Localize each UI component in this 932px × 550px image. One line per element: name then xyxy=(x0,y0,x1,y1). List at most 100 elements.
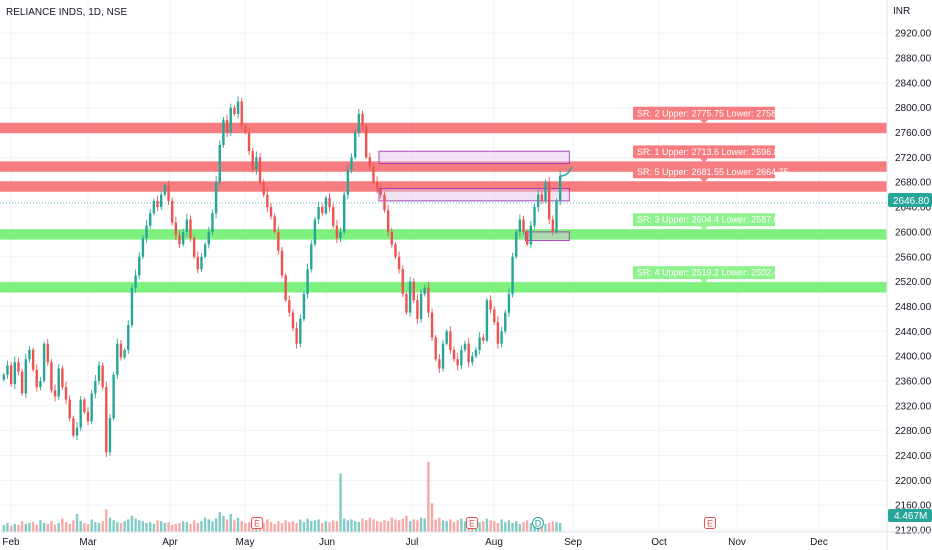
candle-body xyxy=(375,182,379,189)
candle-body xyxy=(295,328,298,344)
candle-body xyxy=(97,365,101,381)
candle-body xyxy=(467,343,470,363)
volume-bar xyxy=(496,523,500,532)
candle-body xyxy=(500,331,503,344)
volume-bar xyxy=(383,520,386,532)
y-tick-label: 2280.00 xyxy=(895,426,932,437)
volume-bar xyxy=(233,520,236,532)
candle-body xyxy=(163,185,167,195)
candle-body xyxy=(2,374,6,380)
candle-body xyxy=(20,371,24,394)
candle-body xyxy=(419,294,423,319)
sr-zone-band xyxy=(0,229,887,240)
volume-bar xyxy=(57,523,60,532)
candle-body xyxy=(474,349,478,357)
candle-body xyxy=(269,207,273,217)
y-tick-label: 2840.00 xyxy=(895,78,932,89)
volume-bar xyxy=(273,523,276,532)
candle-body xyxy=(313,219,317,245)
candle-body xyxy=(485,300,489,341)
sr-zone-band xyxy=(0,282,887,293)
candle-body xyxy=(357,113,361,133)
volume-bar xyxy=(280,523,284,532)
volume-value-text: 4.467M xyxy=(894,511,927,522)
candle-body xyxy=(225,120,229,133)
candle-body xyxy=(302,294,306,319)
candle-body xyxy=(291,312,295,329)
volume-bar xyxy=(386,521,390,532)
candle-body xyxy=(240,101,243,127)
volume-bar xyxy=(507,520,511,532)
earnings-marker[interactable]: E xyxy=(704,517,716,529)
volume-bar xyxy=(460,518,463,532)
candle-body xyxy=(555,200,558,232)
candle-body xyxy=(61,368,64,388)
volume-bar xyxy=(434,519,437,532)
candle-body xyxy=(386,210,390,232)
candle-body xyxy=(174,222,178,236)
volume-bar xyxy=(500,519,503,532)
volume-bar xyxy=(116,522,119,532)
volume-bar xyxy=(64,522,68,532)
volume-bar xyxy=(401,518,404,532)
volume-bar xyxy=(181,521,185,532)
x-tick-label: Apr xyxy=(162,537,178,548)
candle-body xyxy=(350,157,353,170)
dividend-marker[interactable]: D xyxy=(532,517,544,529)
volume-bar xyxy=(375,521,379,532)
earnings-marker[interactable]: E xyxy=(466,517,478,529)
volume-bar xyxy=(504,522,507,532)
sr-zone-band xyxy=(0,122,887,134)
candle-body xyxy=(127,325,130,350)
volume-bar xyxy=(277,521,280,532)
candle-body xyxy=(152,200,156,214)
volume-bar xyxy=(178,523,181,532)
candle-body xyxy=(189,219,192,239)
volume-bar xyxy=(130,515,134,532)
candle-body xyxy=(445,331,448,344)
candle-body xyxy=(262,182,265,195)
candle-body xyxy=(229,107,232,133)
volume-bar xyxy=(240,521,243,532)
candle-body xyxy=(218,144,221,183)
y-tick-label: 2520.00 xyxy=(895,277,932,288)
volume-bar xyxy=(489,520,492,532)
volume-bar xyxy=(189,523,192,532)
range-box xyxy=(524,231,570,242)
candle-body xyxy=(86,412,90,422)
volume-bar xyxy=(394,519,397,532)
candle-body xyxy=(551,219,555,232)
volume-bar xyxy=(28,523,31,532)
volume-bar xyxy=(20,521,24,532)
volume-bar xyxy=(138,520,141,532)
volume-bar xyxy=(379,522,383,532)
candle-body xyxy=(544,182,547,201)
candle-body xyxy=(310,244,313,270)
volume-bar xyxy=(6,523,9,532)
x-tick-label: Aug xyxy=(485,537,503,548)
earnings-marker[interactable]: E xyxy=(251,517,263,529)
candle-body xyxy=(317,207,320,220)
candle-body xyxy=(397,256,401,270)
candle-body xyxy=(119,343,123,358)
volume-bar xyxy=(427,461,430,532)
candle-body xyxy=(68,399,71,419)
volume-bar xyxy=(544,523,547,532)
candle-body xyxy=(529,225,533,245)
y-tick-label: 2800.00 xyxy=(895,103,932,114)
volume-bar xyxy=(17,524,20,532)
candle-body xyxy=(463,343,467,350)
currency-label: INR xyxy=(893,6,910,17)
volume-bar xyxy=(156,520,159,532)
y-tick-label: 2720.00 xyxy=(895,153,932,164)
sr-zone-label-box xyxy=(633,165,775,179)
volume-bar xyxy=(53,524,57,532)
volume-bar xyxy=(419,517,423,532)
candle-body xyxy=(130,287,134,326)
volume-bar xyxy=(211,521,214,532)
candle-body xyxy=(167,185,170,201)
volume-bar xyxy=(321,523,324,532)
sr-zone-label-pointer xyxy=(700,158,708,163)
